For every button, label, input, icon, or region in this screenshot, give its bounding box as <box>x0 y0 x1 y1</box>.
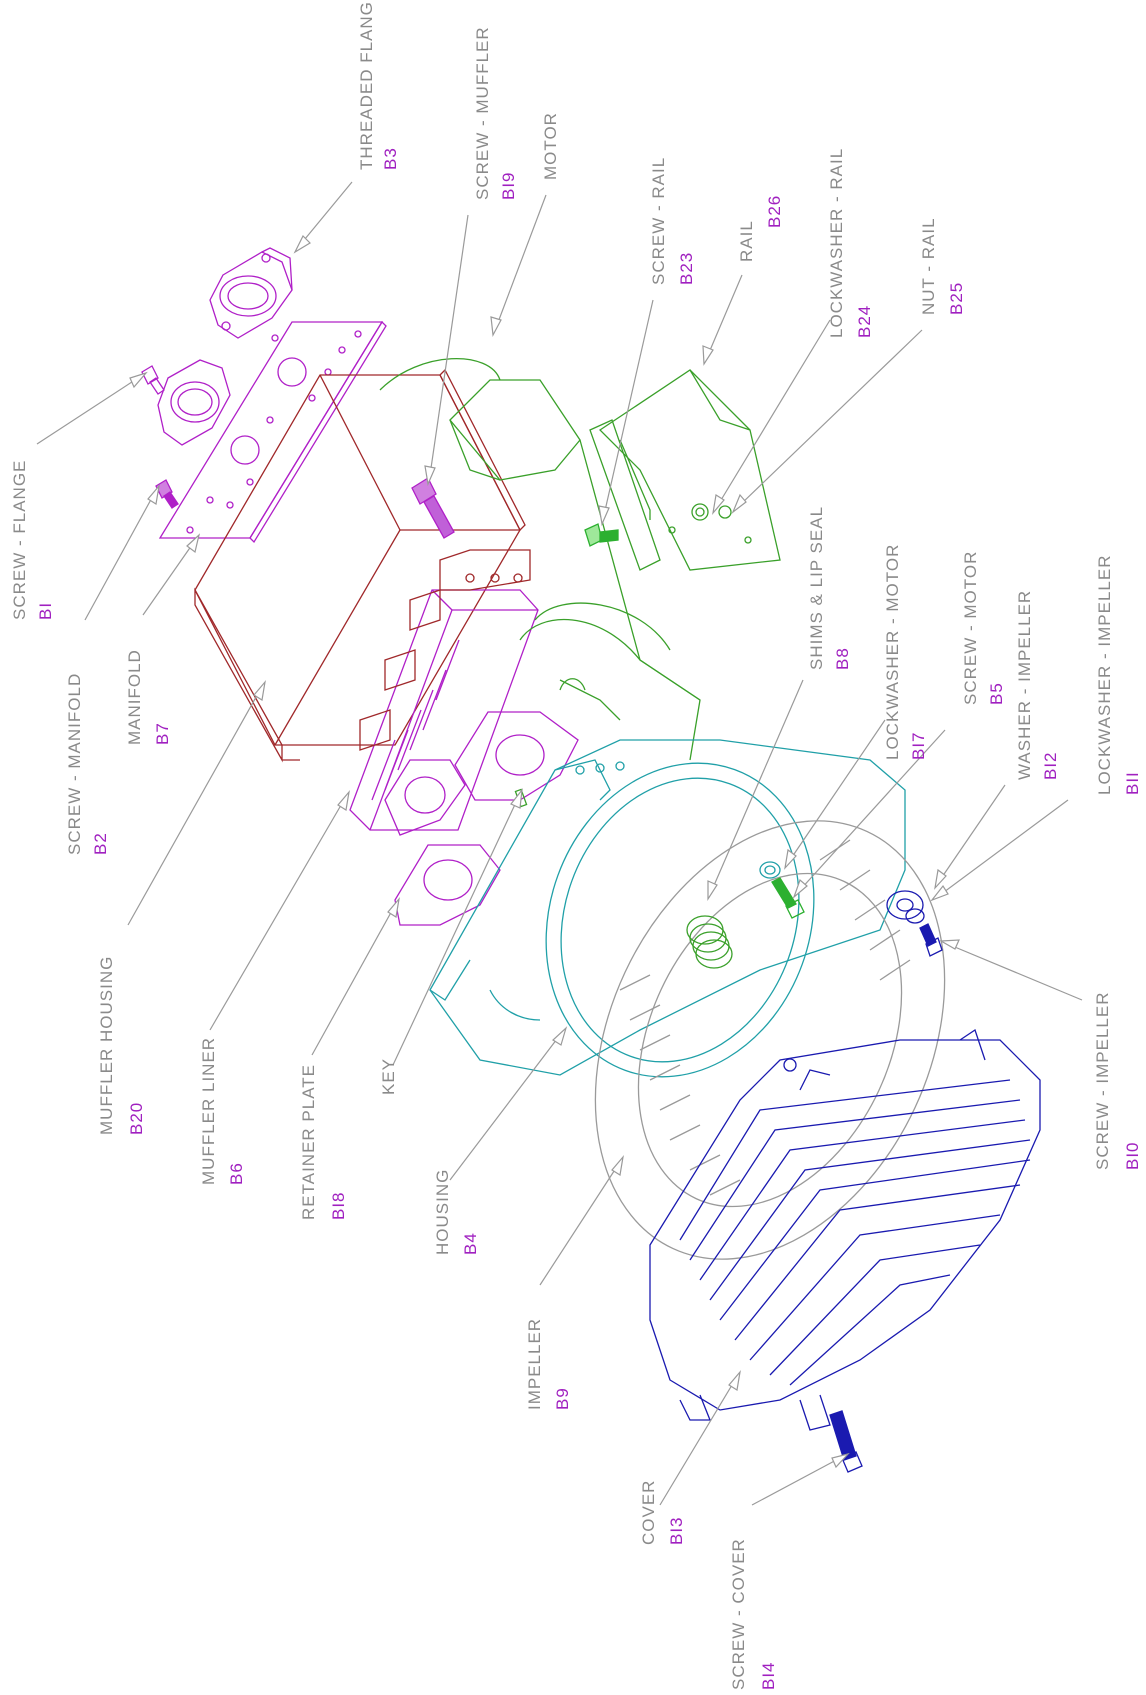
manifold-drawing <box>160 322 386 542</box>
svg-text:MANIFOLD: MANIFOLD <box>125 649 144 745</box>
label-housing: HOUSING B4 <box>433 1169 480 1255</box>
svg-text:SCREW - FLANGE: SCREW - FLANGE <box>10 460 29 620</box>
screw-flange-drawing <box>142 366 164 394</box>
svg-text:HOUSING: HOUSING <box>433 1169 452 1255</box>
muffler-liner-drawing <box>350 590 538 830</box>
svg-text:BI0: BI0 <box>1123 1141 1142 1170</box>
label-motor: MOTOR <box>541 112 560 180</box>
washer-impeller-drawing <box>887 891 923 919</box>
svg-text:B25: B25 <box>947 282 966 315</box>
leader-lines <box>37 182 1082 1505</box>
label-rail: RAIL B26 <box>737 195 784 262</box>
label-screw-flange: SCREW - FLANGE BI <box>10 460 55 620</box>
svg-text:SCREW - COVER: SCREW - COVER <box>729 1538 748 1690</box>
svg-text:B9: B9 <box>553 1387 572 1410</box>
svg-text:BI2: BI2 <box>1041 751 1060 780</box>
svg-text:WASHER - IMPELLER: WASHER - IMPELLER <box>1015 590 1034 780</box>
svg-text:IMPELLER: IMPELLER <box>525 1318 544 1410</box>
shims-lip-seal-drawing <box>687 916 732 968</box>
svg-text:B7: B7 <box>153 722 172 745</box>
svg-text:BII: BII <box>1123 771 1142 795</box>
threaded-flange-drawing <box>210 248 292 338</box>
svg-text:LOCKWASHER - RAIL: LOCKWASHER - RAIL <box>827 148 846 338</box>
svg-text:BI4: BI4 <box>759 1661 778 1690</box>
label-washer-impeller: WASHER - IMPELLER BI2 <box>1015 590 1060 780</box>
svg-text:B20: B20 <box>127 1102 146 1135</box>
label-screw-impeller: SCREW - IMPELLER BI0 <box>1093 992 1142 1170</box>
label-nut-rail: NUT - RAIL B25 <box>919 217 966 315</box>
svg-text:BI7: BI7 <box>909 731 928 760</box>
svg-text:B4: B4 <box>461 1232 480 1255</box>
muffler-blocks-drawing <box>360 550 530 750</box>
svg-text:THREADED FLANGE: THREADED FLANGE <box>357 0 376 170</box>
lockwasher-motor-drawing <box>760 862 780 878</box>
retainer-plate-drawing <box>385 712 578 925</box>
svg-text:B5: B5 <box>987 682 1006 705</box>
label-manifold: MANIFOLD B7 <box>125 649 172 745</box>
label-screw-cover: SCREW - COVER BI4 <box>729 1538 778 1690</box>
svg-text:SCREW - IMPELLER: SCREW - IMPELLER <box>1093 992 1112 1170</box>
screw-manifold-drawing <box>156 480 178 508</box>
svg-text:B3: B3 <box>381 147 400 170</box>
svg-text:NUT - RAIL: NUT - RAIL <box>919 217 938 315</box>
svg-text:BI: BI <box>36 602 55 620</box>
svg-text:SCREW - RAIL: SCREW - RAIL <box>649 157 668 285</box>
label-cover: COVER BI3 <box>639 1480 686 1545</box>
cover-drawing <box>650 1030 1040 1430</box>
svg-text:BI3: BI3 <box>667 1516 686 1545</box>
svg-text:KEY: KEY <box>379 1058 398 1095</box>
svg-text:LOCKWASHER - IMPELLER: LOCKWASHER - IMPELLER <box>1095 555 1114 795</box>
svg-text:SCREW - MOTOR: SCREW - MOTOR <box>961 551 980 705</box>
svg-text:B23: B23 <box>677 252 696 285</box>
screw-rail-drawing <box>585 524 618 546</box>
label-lockwasher-impeller: LOCKWASHER - IMPELLER BII <box>1095 555 1142 795</box>
label-screw-motor: SCREW - MOTOR B5 <box>961 551 1006 705</box>
rail-drawing <box>600 370 780 570</box>
label-screw-rail: SCREW - RAIL B23 <box>649 157 696 285</box>
svg-text:COVER: COVER <box>639 1480 658 1545</box>
svg-text:BI9: BI9 <box>499 171 518 200</box>
svg-text:BI8: BI8 <box>329 1191 348 1220</box>
svg-text:B24: B24 <box>855 305 874 338</box>
label-key: KEY <box>379 1058 398 1095</box>
screw-muffler-drawing <box>412 478 454 538</box>
label-screw-manifold: SCREW - MANIFOLD B2 <box>65 673 110 855</box>
muffler-housing-drawing <box>195 370 525 760</box>
svg-text:LOCKWASHER - MOTOR: LOCKWASHER - MOTOR <box>883 544 902 760</box>
svg-text:MUFFLER LINER: MUFFLER LINER <box>199 1037 218 1185</box>
svg-text:B6: B6 <box>227 1162 246 1185</box>
label-muffler-housing: MUFFLER HOUSING B20 <box>97 956 146 1135</box>
label-impeller: IMPELLER B9 <box>525 1318 572 1410</box>
label-lockwasher-motor: LOCKWASHER - MOTOR BI7 <box>883 544 928 760</box>
label-shims-lip-seal: SHIMS & LIP SEAL B8 <box>807 506 852 670</box>
svg-text:B2: B2 <box>91 832 110 855</box>
label-threaded-flange: THREADED FLANGE B3 <box>357 0 400 170</box>
label-muffler-liner: MUFFLER LINER B6 <box>199 1037 246 1185</box>
svg-text:RETAINER PLATE: RETAINER PLATE <box>299 1064 318 1220</box>
svg-text:B8: B8 <box>833 647 852 670</box>
label-retainer-plate: RETAINER PLATE BI8 <box>299 1064 348 1220</box>
svg-text:MOTOR: MOTOR <box>541 112 560 180</box>
motor-drawing <box>380 359 700 760</box>
label-screw-muffler: SCREW - MUFFLER BI9 <box>473 26 518 200</box>
svg-text:SHIMS & LIP SEAL: SHIMS & LIP SEAL <box>807 506 826 670</box>
svg-text:SCREW - MUFFLER: SCREW - MUFFLER <box>473 26 492 200</box>
svg-text:RAIL: RAIL <box>737 220 756 262</box>
housing-drawing <box>430 725 905 1115</box>
flange-secondary-drawing <box>158 360 230 445</box>
svg-text:B26: B26 <box>765 195 784 228</box>
svg-text:MUFFLER HOUSING: MUFFLER HOUSING <box>97 956 116 1135</box>
svg-text:SCREW - MANIFOLD: SCREW - MANIFOLD <box>65 673 84 855</box>
label-lockwasher-rail: LOCKWASHER - RAIL B24 <box>827 148 874 338</box>
